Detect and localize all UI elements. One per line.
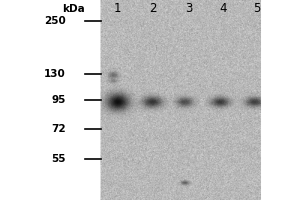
Text: 55: 55 (52, 154, 66, 164)
Text: 5: 5 (253, 2, 260, 16)
Text: 250: 250 (44, 16, 66, 26)
Text: 2: 2 (149, 2, 157, 16)
Text: 130: 130 (44, 69, 66, 79)
Text: 95: 95 (52, 95, 66, 105)
Text: 4: 4 (220, 2, 227, 16)
Text: 3: 3 (185, 2, 193, 16)
Text: 1: 1 (113, 2, 121, 16)
Text: 72: 72 (51, 124, 66, 134)
Text: kDa: kDa (62, 4, 85, 14)
Bar (100, 0, 261, 200)
